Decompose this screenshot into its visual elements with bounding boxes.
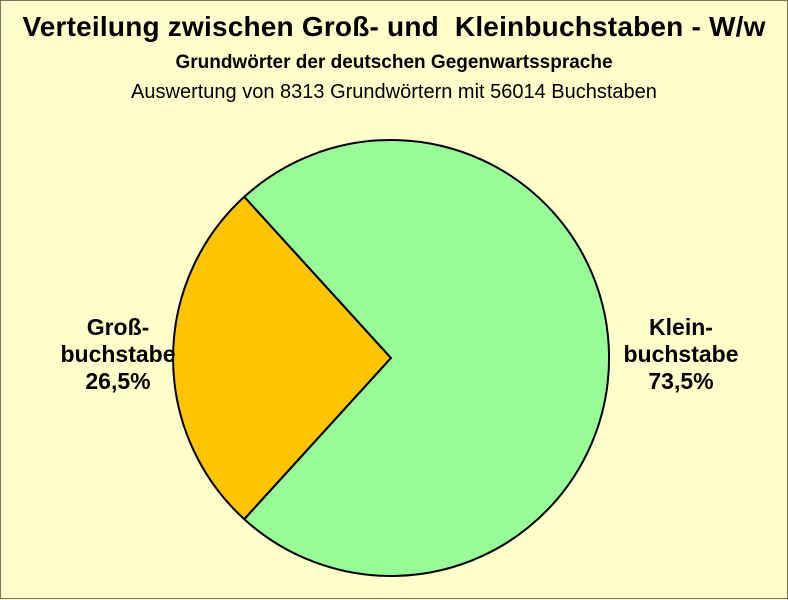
slice-label-line: buchstabe xyxy=(60,341,176,367)
slice-value: 73,5% xyxy=(648,368,714,394)
chart-caption: Auswertung von 8313 Grundwörtern mit 560… xyxy=(131,81,657,103)
chart-subtitle: Grundwörter der deutschen Gegenwartsspra… xyxy=(175,52,613,73)
pie-slice-grossbuchstabe xyxy=(172,195,392,521)
pie-slice-kleinbuchstabe xyxy=(243,139,611,577)
slice-label-kleinbuchstabe: Klein- buchstabe 73,5% xyxy=(596,314,766,395)
chart-title: Verteilung zwischen Groß- und Kleinbuchs… xyxy=(22,11,766,42)
slice-label-line: Groß- xyxy=(86,314,150,340)
slice-label-line: Klein- xyxy=(649,314,713,340)
slice-label-grossbuchstabe: Groß- buchstabe 26,5% xyxy=(33,314,203,395)
slice-value: 26,5% xyxy=(85,368,151,394)
chart-header: Verteilung zwischen Groß- und Kleinbuchs… xyxy=(1,11,787,104)
slice-label-line: buchstabe xyxy=(623,341,739,367)
